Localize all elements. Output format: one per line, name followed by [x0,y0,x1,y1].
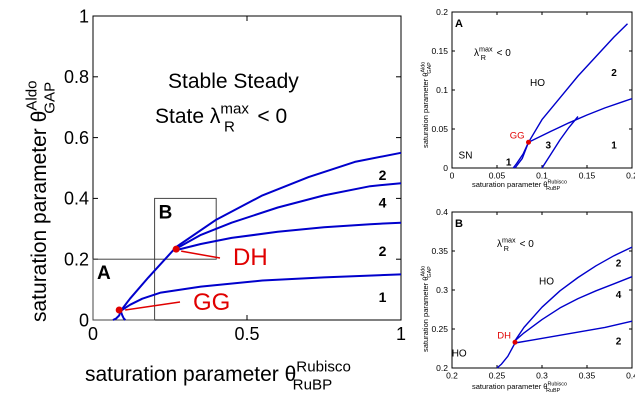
y-tick-label: 0.15 [431,46,448,56]
zoom-box-a [92,258,156,321]
y-tick-label: 0.4 [64,189,89,209]
point-dh [172,245,180,253]
x-tick-label: 0.2 [626,171,635,181]
y-tick-label: 0.35 [431,246,448,256]
y-tick-label: 1 [79,6,89,26]
dh-label: DH [233,244,268,271]
region-label: 2 [616,259,622,270]
dh-arrow [181,250,221,259]
region-label: SN [459,151,473,162]
y-tick-label: 0.25 [431,324,448,334]
region-label: 2 [379,167,387,183]
panel-label-a: A [455,18,463,30]
series-curve-6 [119,310,127,321]
region-label: 2 [616,337,622,348]
series-curve-3 [514,320,633,344]
point-gg [526,139,531,145]
inset-a-chart: 0 0.05 0.1 0.15 0.2 0 0.05 0.1 0.15 0.2 HO 2 3 1 SN 1 Aλ… [421,7,635,192]
gg-label: GG [193,289,230,316]
y-tick-label: 0.2 [436,363,448,373]
series-curve-3 [541,116,579,169]
lambda-annotation-b: λmax R < 0 [497,236,534,254]
y-tick-label: 0.8 [64,67,89,87]
gg-arrow [125,301,181,311]
x-axis-label-a: saturation parameter θRubisco RuBP [472,180,567,192]
x-tick-label: 0.05 [489,171,506,181]
series-curve-2 [514,276,633,342]
panel-label-b: B [455,218,463,230]
y-axis-label-a: saturation parameter θAldoGAP [421,62,433,148]
plot-frame [92,15,402,321]
region-label: HO [452,348,467,359]
x-tick-label: 0.35 [579,371,596,381]
y-tick-label: 0.6 [64,128,89,148]
y-tick-label: 0 [443,163,448,173]
series-curve-4 [120,273,402,312]
series-curve-4 [512,142,530,169]
y-tick-label: 0 [79,310,89,330]
region-label: 1 [379,289,387,305]
y-tick-label: 0.05 [431,124,448,134]
dh-label-b: DH [497,330,511,341]
point-dh [512,339,518,345]
y-tick-label: 0.2 [436,7,448,17]
region-label: 4 [616,290,622,301]
zoom-box-label: A [97,263,111,284]
x-tick-label: 0.5 [234,324,259,344]
inset-b-chart: 0.2 0.25 0.3 0.35 0.4 0.2 0.25 0.3 0.35 0.4 HO 2 4 2 H… [421,207,635,394]
x-tick-label: 0 [450,171,455,181]
y-tick-label: 0.3 [436,285,448,295]
series-curve-1 [514,246,633,342]
region-label: 1 [506,158,512,169]
series-curve-2 [175,182,402,250]
region-label: 2 [379,243,387,259]
series-curve-3 [175,221,402,252]
x-tick-label: 0.4 [626,371,635,381]
x-tick-label: 0.25 [489,371,506,381]
series-curve-1 [119,151,402,312]
lambda-annotation-a: λmax R < 0 [474,45,511,63]
x-axis-label: saturation parameter θRubisco RuBP [85,359,351,394]
y-tick-label: 0.1 [436,85,448,95]
x-tick-label: 0.1 [536,171,548,181]
x-tick-label: 0.15 [579,171,596,181]
region-label: 1 [611,141,617,152]
y-axis-label-b: saturation parameter θAldoGAP [421,266,433,352]
x-axis-label-b: saturation parameter θRubisco RuBP [472,382,567,394]
region-label: HO [530,78,545,89]
x-tick-label: 0.2 [446,371,458,381]
y-tick-label: 0.2 [64,250,89,270]
stable-steady-state-text: Stable Steady [168,70,299,93]
y-tick-label: 0.4 [436,207,448,217]
region-label: 3 [546,141,552,152]
region-label: 2 [611,68,617,79]
main-chart: 0 0.5 1 0 0.2 0.4 0.6 0.8 1 A B 2 4 2 1 Stable Steady St… [24,6,406,393]
region-label: 4 [379,195,387,211]
region-label: HO [539,277,554,288]
gg-label-a: GG [510,130,525,141]
series-curve-2 [528,97,633,143]
series-curve-4 [496,342,516,369]
series-curve-1 [514,23,628,169]
x-tick-label: 1 [396,324,406,344]
plot-frame [451,211,633,369]
x-tick-label: 0.3 [536,371,548,381]
y-axis-label: saturation parameter θAldoGAP [24,80,59,322]
lambda-annotation: State λmax R < 0 [155,101,287,136]
zoom-box-label: B [159,202,173,223]
point-gg [115,306,123,314]
plot-frame [451,11,633,169]
x-tick-label: 0 [88,324,98,344]
